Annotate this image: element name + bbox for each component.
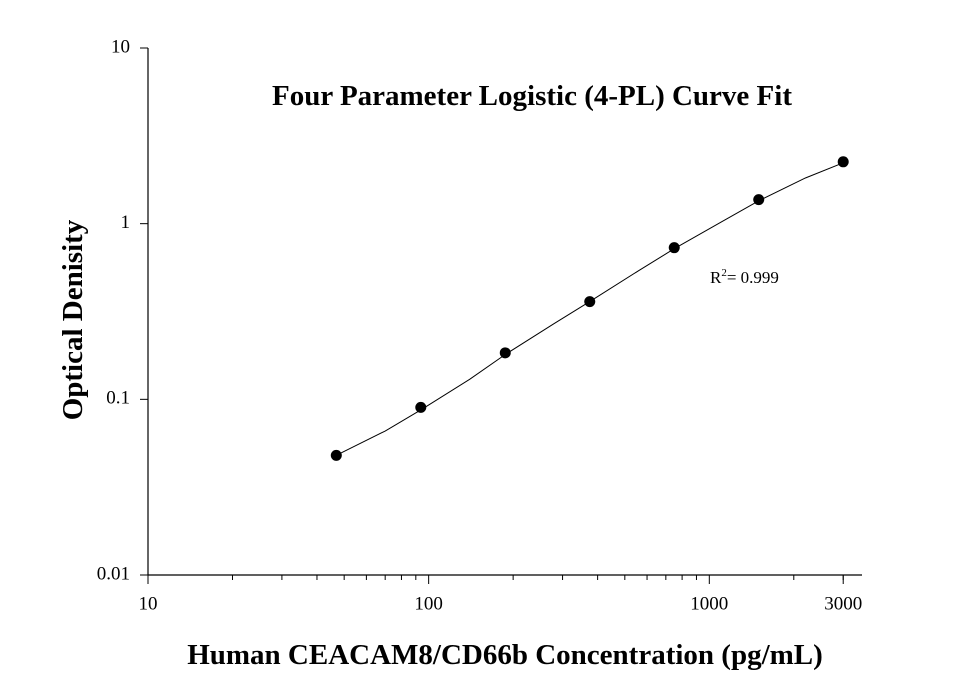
fit-curve: [336, 162, 844, 456]
data-point: [499, 347, 511, 359]
y-tick-label: 0.1: [106, 388, 130, 409]
x-tick-label: 1000: [690, 593, 728, 614]
x-tick-label: 3000: [824, 593, 862, 614]
annotation-sup: 2: [721, 267, 727, 279]
x-tick-label: 10: [139, 593, 158, 614]
data-point: [837, 156, 849, 168]
annotation: R2= 0.999: [710, 267, 779, 287]
y-tick-label: 0.01: [97, 563, 130, 584]
x-tick-label: 100: [414, 593, 443, 614]
y-tick-label: 1: [121, 212, 131, 233]
x-axis-label: Human CEACAM8/CD66b Concentration (pg/mL…: [187, 639, 823, 671]
y-tick-label: 10: [111, 36, 130, 57]
data-point: [415, 401, 427, 413]
chart-title: Four Parameter Logistic (4-PL) Curve Fit: [272, 80, 792, 112]
annotation-value: = 0.999: [727, 268, 779, 287]
annotation-r: R: [710, 268, 722, 287]
y-axis-label: Optical Denisity: [57, 219, 89, 420]
